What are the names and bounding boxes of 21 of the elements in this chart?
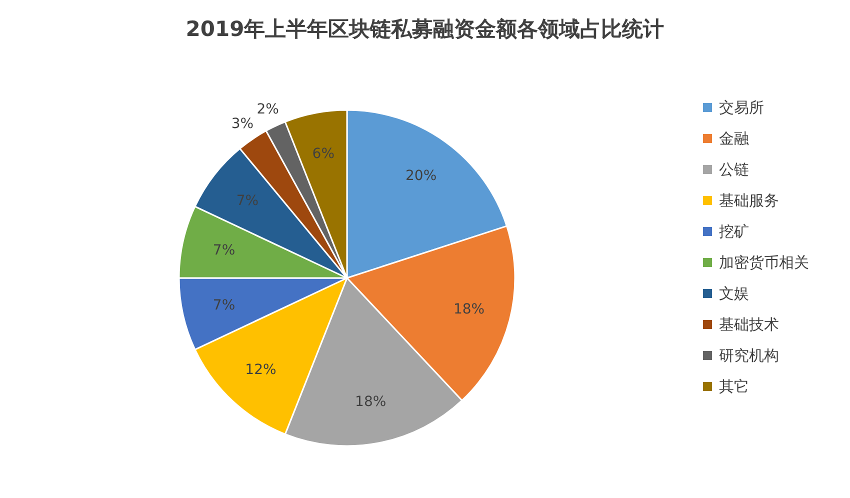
legend-label: 金融 [719, 130, 749, 148]
data-label: 12% [245, 362, 276, 378]
data-label: 6% [312, 146, 334, 162]
data-label: 2% [256, 102, 279, 118]
legend-label: 研究机构 [719, 346, 779, 364]
data-label: 20% [406, 168, 437, 184]
legend-label: 文娱 [719, 284, 749, 302]
data-label: 7% [212, 297, 236, 314]
legend-label: 基础技术 [719, 316, 779, 334]
data-label: 7% [236, 192, 259, 209]
data-label: 18% [453, 301, 485, 318]
legend-label: 交易所 [719, 98, 764, 116]
legend-label: 基础服务 [719, 192, 779, 210]
data-label: 3% [231, 116, 254, 132]
legend-label: 公链 [719, 160, 749, 178]
data-label: 7% [212, 242, 236, 259]
chart-title: 2019年上半年区块链私募融资金额各领域占比统计 [186, 17, 664, 41]
data-label: 18% [355, 394, 386, 410]
legend-label: 其它 [719, 378, 749, 396]
legend-label: 加密货币相关 [719, 254, 809, 272]
legend-label: 挖矿 [719, 222, 749, 240]
